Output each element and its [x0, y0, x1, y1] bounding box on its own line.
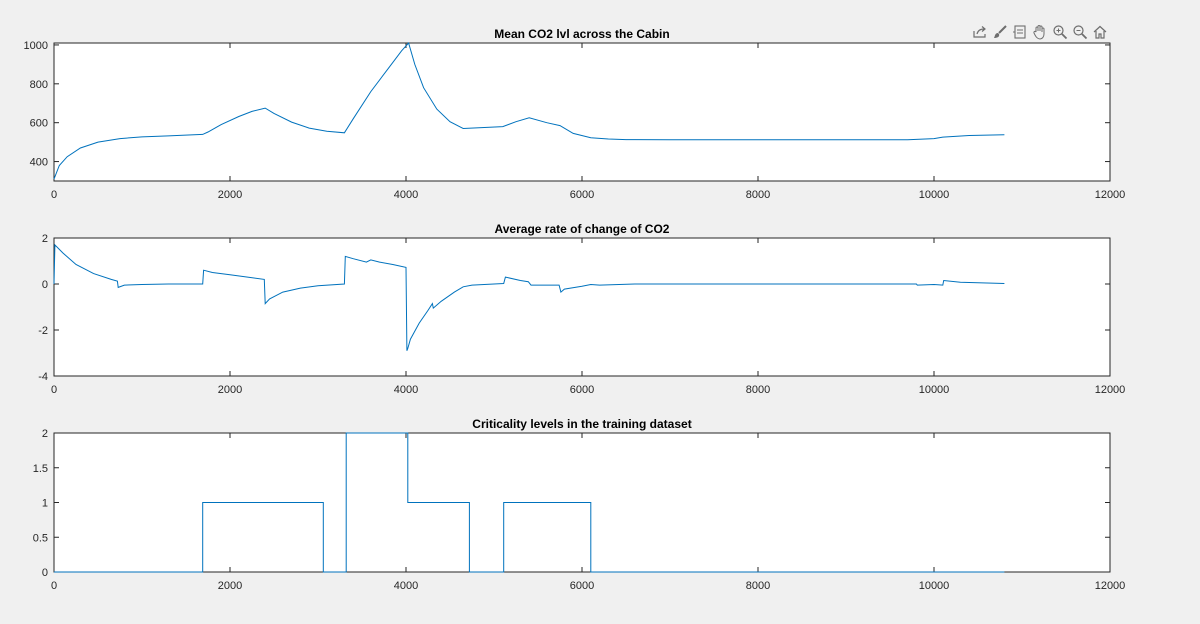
axes-1[interactable]: 0 2000 4000 6000 8000 10000 12000 400 600 800 1000… [24, 27, 1126, 201]
plot-area[interactable] [53, 237, 1111, 377]
y-tick-label: 0.5 [33, 532, 48, 544]
x-tick-label: 12000 [1095, 580, 1126, 592]
axes-title: Average rate of change of CO2 [495, 222, 670, 236]
zoom-out-icon[interactable] [1070, 22, 1089, 42]
y-tick-label: -4 [38, 371, 48, 383]
y-tick-label: 600 [30, 118, 48, 130]
x-tick-label: 2000 [218, 580, 242, 592]
x-tick-label: 10000 [919, 384, 950, 396]
x-tick-label: 0 [51, 384, 57, 396]
axes-3[interactable]: 0 2000 4000 6000 8000 10000 12000 0 0.5 1 1.5 2 Crit… [33, 417, 1126, 592]
x-tick-label: 6000 [570, 580, 594, 592]
x-tick-label: 8000 [746, 189, 770, 201]
y-tick-label: 2 [42, 428, 48, 440]
x-tick-label: 0 [51, 189, 57, 201]
x-tick-label: 8000 [746, 580, 770, 592]
y-tick-label: 2 [42, 233, 48, 245]
x-tick-label: 10000 [919, 580, 950, 592]
x-tick-label: 8000 [746, 384, 770, 396]
plot-area[interactable] [53, 42, 1111, 182]
y-tick-label: -2 [38, 325, 48, 337]
x-tick-label: 12000 [1095, 189, 1126, 201]
x-tick-label: 4000 [394, 189, 418, 201]
y-tick-label: 0 [42, 279, 48, 291]
x-tick-label: 6000 [570, 189, 594, 201]
x-tick-label: 0 [51, 580, 57, 592]
brush-icon[interactable] [990, 22, 1009, 42]
y-tick-label: 800 [30, 79, 48, 91]
x-tick-label: 4000 [394, 580, 418, 592]
series-line [53, 243, 1005, 351]
series-line [54, 432, 1005, 573]
y-tick-label: 1000 [24, 40, 48, 52]
x-tick-label: 2000 [218, 384, 242, 396]
axes-title: Mean CO2 lvl across the Cabin [494, 27, 669, 41]
y-tick-label: 1 [42, 498, 48, 510]
x-tick-label: 2000 [218, 189, 242, 201]
pan-icon[interactable] [1030, 22, 1049, 42]
axes-title: Criticality levels in the training datas… [472, 417, 691, 431]
axes-toolbar [970, 22, 1109, 42]
x-tick-label: 10000 [919, 189, 950, 201]
x-tick-label: 4000 [394, 384, 418, 396]
datatip-icon[interactable] [1010, 22, 1029, 42]
y-tick-label: 1.5 [33, 463, 48, 475]
export-icon[interactable] [970, 22, 989, 42]
axes-2[interactable]: 0 2000 4000 6000 8000 10000 12000 -4 -2 0 2 Average… [38, 222, 1125, 396]
x-tick-label: 6000 [570, 384, 594, 396]
x-tick-label: 12000 [1095, 384, 1126, 396]
y-tick-label: 400 [30, 157, 48, 169]
y-tick-label: 0 [42, 567, 48, 579]
home-icon[interactable] [1090, 22, 1109, 42]
zoom-in-icon[interactable] [1050, 22, 1069, 42]
series-line [53, 41, 1005, 180]
